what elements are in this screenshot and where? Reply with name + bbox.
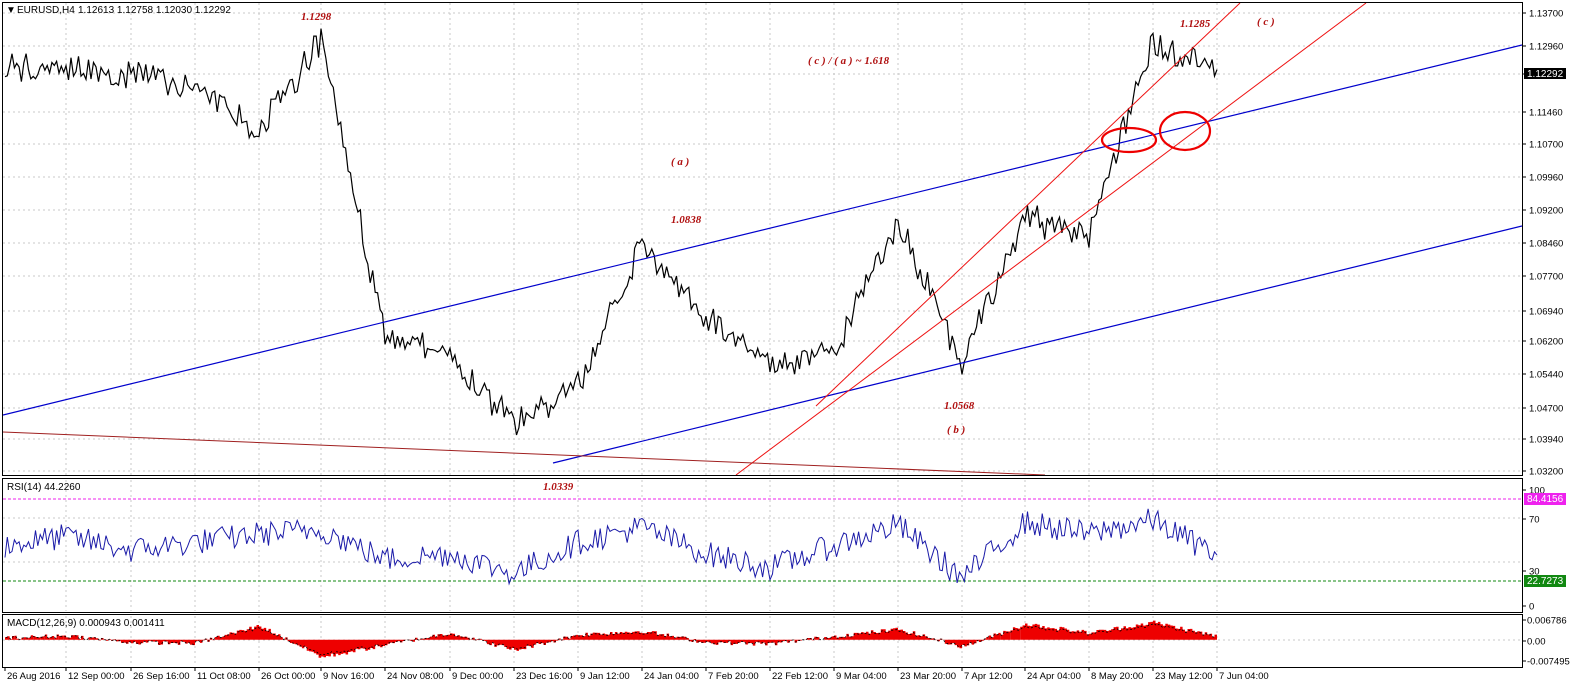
ohlc-values: 1.12613 1.12758 1.12030 1.12292 — [78, 5, 231, 16]
price-grid — [3, 3, 1522, 475]
price-panel[interactable] — [2, 2, 1523, 476]
time-tick-label: 24 Jan 04:00 — [644, 671, 699, 682]
blue-channel-lower[interactable] — [552, 225, 1522, 464]
time-tick-label: 9 Jan 12:00 — [580, 671, 630, 682]
highlight-ellipse-1[interactable] — [1100, 126, 1158, 154]
time-tick-label: 22 Feb 12:00 — [772, 671, 828, 682]
price-tick-label: 1.12960 — [1529, 42, 1563, 53]
macd-signal-line — [5, 622, 1216, 656]
symbol-label: EURUSD,H4 — [17, 5, 75, 16]
rsi-panel[interactable] — [2, 478, 1523, 613]
rsi-lower-badge — [1524, 575, 1566, 587]
macd-tick-label: -0.007495 — [1527, 657, 1570, 668]
rsi-upper-badge — [1524, 493, 1566, 505]
highlight-ellipse-2[interactable] — [1158, 110, 1212, 152]
price-series-line — [4, 28, 1218, 436]
high-1-label: 1.1298 — [301, 11, 332, 23]
time-tick-label: 26 Sep 16:00 — [133, 671, 190, 682]
price-tick-label: 1.10700 — [1529, 140, 1563, 151]
rsi-lower-badge-text: 22.7273 — [1527, 576, 1564, 587]
time-tick-label: 8 May 20:00 — [1091, 671, 1143, 682]
support-line[interactable] — [3, 431, 1046, 475]
price-tick-label: 1.11460 — [1529, 108, 1563, 119]
high-2-label: 1.1285 — [1180, 18, 1211, 30]
price-tick-label: 1.03940 — [1529, 435, 1563, 446]
macd-tick-label: 0.00 — [1527, 637, 1546, 648]
time-axis[interactable]: 26 Aug 2016 12 Sep 00:00 26 Sep 16:00 11 Oc… — [4, 667, 1269, 682]
rsi-series-line — [4, 508, 1218, 586]
price-tick-label: 1.04700 — [1529, 404, 1563, 415]
price-tick-label: 1.06940 — [1529, 307, 1563, 318]
current-price-text: 1.12292 — [1527, 69, 1564, 80]
time-tick-label: 23 May 12:00 — [1155, 671, 1213, 682]
rsi-tick-label: 30 — [1529, 567, 1540, 578]
time-tick-label: 24 Nov 08:00 — [387, 671, 444, 682]
current-price-badge — [1524, 68, 1566, 79]
wave-a-label: ( a ) — [671, 156, 689, 168]
price-tick-label: 1.08460 — [1529, 239, 1563, 250]
blue-channel-upper[interactable] — [3, 44, 1522, 416]
time-tick-label: 24 Apr 04:00 — [1027, 671, 1081, 682]
time-tick-label: 7 Jun 04:00 — [1219, 671, 1269, 682]
red-channel-upper[interactable] — [815, 3, 1241, 407]
time-tick-label: 23 Dec 16:00 — [516, 671, 573, 682]
rsi-grid — [3, 480, 1522, 611]
time-tick-label: 7 Feb 20:00 — [708, 671, 759, 682]
rsi-header: RSI(14) 44.2260 — [7, 482, 81, 493]
header-dropdown-icon[interactable]: ▼ — [6, 5, 16, 16]
price-tick-label: 1.05440 — [1529, 370, 1563, 381]
time-tick-label: 26 Oct 00:00 — [261, 671, 315, 682]
rsi-upper-badge-text: 84.4156 — [1527, 494, 1564, 505]
time-tick-label: 9 Dec 00:00 — [452, 671, 503, 682]
price-tick-label: 1.09200 — [1529, 206, 1563, 217]
rsi-axis: 100 70 30 0 — [1522, 486, 1545, 613]
time-tick-label: 9 Nov 16:00 — [323, 671, 374, 682]
low-1-label: 1.0339 — [543, 481, 574, 493]
time-tick-label: 11 Oct 08:00 — [197, 671, 251, 682]
time-tick-label: 26 Aug 2016 — [7, 671, 60, 682]
price-tick-label: 1.03200 — [1529, 467, 1563, 478]
red-channel-lower[interactable] — [735, 3, 1367, 475]
macd-header: MACD(12,26,9) 0.000943 0.001411 — [7, 618, 165, 629]
price-tick-label: 1.06200 — [1529, 337, 1563, 348]
time-tick-label: 23 Mar 20:00 — [900, 671, 956, 682]
macd-histogram — [5, 620, 1217, 658]
price-tick-label: 1.09960 — [1529, 173, 1563, 184]
level-a-label: 1.0838 — [671, 214, 702, 226]
rsi-tick-label: 70 — [1529, 515, 1540, 526]
macd-axis: 0.006786 0.00 -0.007495 — [1522, 616, 1570, 668]
rsi-tick-label: 100 — [1529, 486, 1545, 497]
wave-c-label: ( c ) — [1257, 16, 1275, 28]
level-b-label: 1.0568 — [944, 400, 975, 412]
rsi-tick-label: 0 — [1529, 602, 1534, 613]
time-tick-label: 9 Mar 04:00 — [836, 671, 887, 682]
macd-tick-label: 0.006786 — [1527, 616, 1567, 627]
price-tick-label: 1.07700 — [1529, 272, 1563, 283]
ratio-label: ( c ) / ( a ) ~ 1.618 — [808, 55, 890, 67]
time-tick-label: 7 Apr 12:00 — [964, 671, 1013, 682]
wave-b-label: ( b ) — [947, 424, 965, 436]
price-tick-label: 1.13700 — [1529, 9, 1563, 20]
time-tick-label: 12 Sep 00:00 — [68, 671, 125, 682]
